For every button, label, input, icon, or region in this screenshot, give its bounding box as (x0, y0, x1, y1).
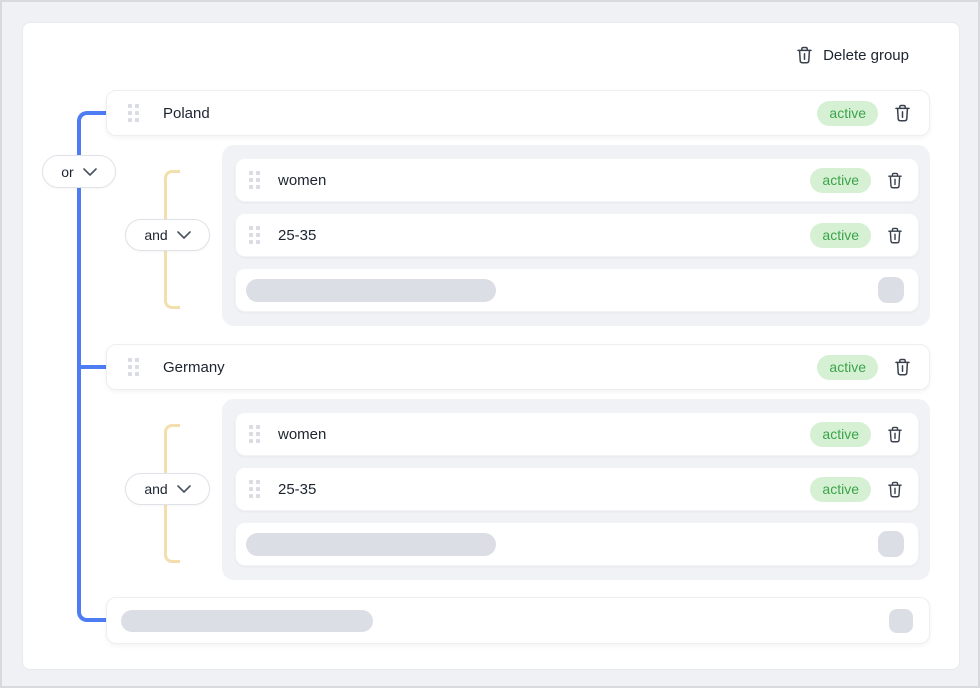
skeleton-bar (246, 532, 496, 556)
delete-row-button[interactable] (894, 104, 911, 122)
status-badge[interactable]: active (817, 354, 878, 380)
delete-group-button[interactable]: Delete group (796, 42, 909, 68)
group1-operator-value: and (144, 227, 168, 243)
skeleton-group-row (106, 597, 930, 644)
skeleton-circle (889, 608, 913, 633)
condition-label: 25-35 (278, 226, 317, 244)
skeleton-circle (878, 277, 904, 303)
condition-group-germany: women active 25-35 (222, 399, 930, 580)
drag-handle-icon[interactable] (249, 425, 260, 443)
condition-row-age[interactable]: 25-35 active (235, 213, 919, 257)
status-badge[interactable]: active (810, 476, 871, 502)
delete-row-button[interactable] (887, 481, 903, 498)
condition-label: women (278, 425, 327, 443)
status-badge[interactable]: active (810, 167, 871, 193)
or-connector-branch (81, 365, 106, 369)
status-badge[interactable]: active (810, 222, 871, 248)
status-badge[interactable]: active (817, 100, 878, 126)
drag-handle-icon[interactable] (249, 226, 260, 244)
delete-row-button[interactable] (887, 172, 903, 189)
chevron-down-icon (82, 167, 97, 176)
group-label: Poland (163, 104, 210, 122)
trash-icon (888, 426, 902, 442)
root-operator-value: or (61, 163, 74, 180)
group2-operator-dropdown[interactable]: and (125, 473, 210, 505)
condition-row-women[interactable]: women active (235, 412, 919, 456)
delete-group-label: Delete group (823, 46, 909, 64)
chevron-down-icon (176, 485, 191, 493)
skeleton-row (235, 522, 919, 566)
skeleton-bar (246, 278, 496, 302)
trash-icon (895, 358, 910, 376)
status-badge[interactable]: active (810, 421, 871, 447)
trash-icon (888, 481, 902, 497)
or-connector-line (77, 111, 106, 622)
delete-row-button[interactable] (894, 358, 911, 376)
drag-handle-icon[interactable] (128, 358, 139, 376)
trash-icon (797, 46, 812, 64)
condition-label: women (278, 171, 327, 189)
group2-operator-value: and (144, 481, 168, 497)
trash-icon (888, 172, 902, 188)
group-card-germany[interactable]: Germany active (106, 344, 930, 390)
drag-handle-icon[interactable] (249, 480, 260, 498)
condition-row-age[interactable]: 25-35 active (235, 467, 919, 511)
skeleton-row (235, 268, 919, 312)
root-operator-dropdown[interactable]: or (42, 155, 116, 188)
trash-icon (895, 104, 910, 122)
delete-row-button[interactable] (887, 227, 903, 244)
drag-handle-icon[interactable] (249, 171, 260, 189)
skeleton-bar (121, 609, 373, 632)
group-card-poland[interactable]: Poland active (106, 90, 930, 136)
drag-handle-icon[interactable] (128, 104, 139, 122)
group1-operator-dropdown[interactable]: and (125, 219, 210, 251)
delete-row-button[interactable] (887, 426, 903, 443)
chevron-down-icon (176, 231, 191, 239)
group-label: Germany (163, 358, 225, 376)
trash-icon (888, 227, 902, 243)
skeleton-circle (878, 531, 904, 557)
condition-label: 25-35 (278, 480, 317, 498)
condition-group-poland: women active 25-35 (222, 145, 930, 326)
condition-row-women[interactable]: women active (235, 158, 919, 202)
